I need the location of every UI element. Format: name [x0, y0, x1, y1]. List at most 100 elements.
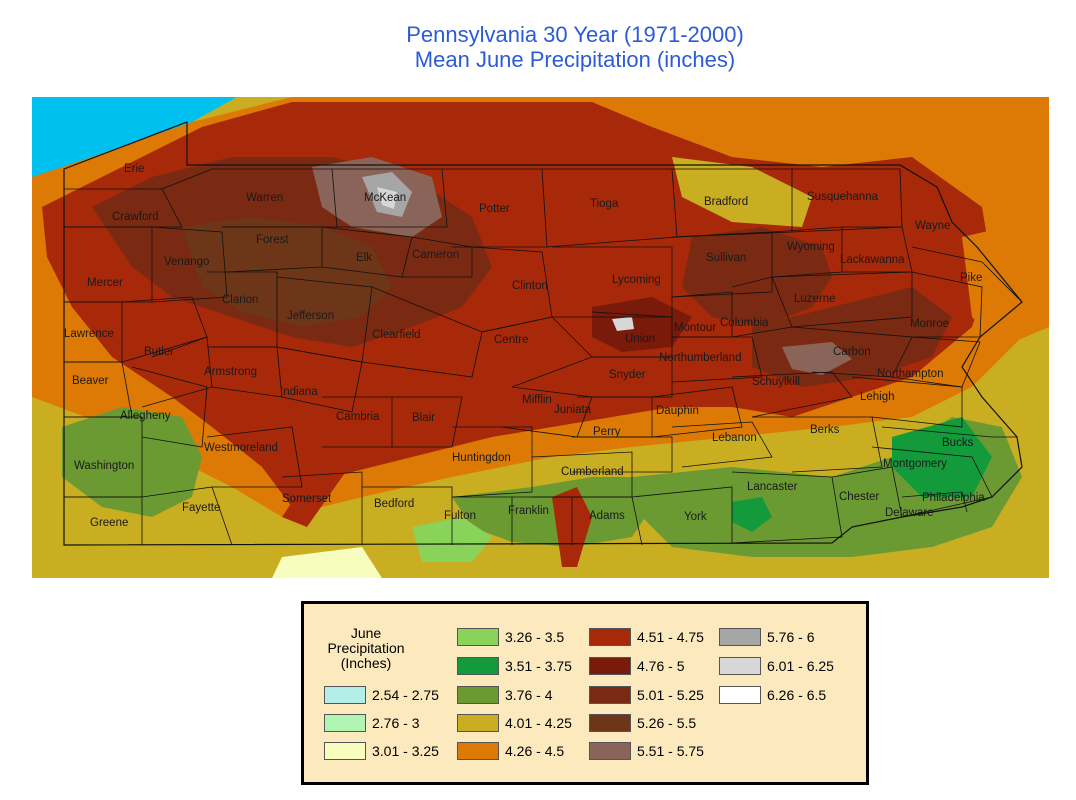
legend-swatch: [457, 628, 499, 646]
map-title: Pennsylvania 30 Year (1971-2000) Mean Ju…: [0, 22, 1076, 72]
county-label: Lancaster: [747, 481, 798, 493]
county-label: Monroe: [910, 318, 949, 330]
county-label: Armstrong: [204, 366, 257, 378]
county-label: Warren: [246, 192, 283, 204]
county-label: Indiana: [280, 386, 318, 398]
county-label: Schuylkill: [752, 376, 800, 388]
county-label: Carbon: [833, 346, 871, 358]
legend-item: 6.01 - 6.25: [719, 656, 834, 676]
county-labels: Erie Crawford Warren McKean Potter Tioga…: [64, 163, 985, 529]
legend-item: 4.01 - 4.25: [457, 713, 572, 733]
legend-label: 2.54 - 2.75: [372, 687, 439, 703]
legend-swatch: [324, 686, 366, 704]
county-label: Union: [625, 333, 655, 345]
county-label: Mifflin: [522, 394, 552, 406]
county-label: Montour: [674, 322, 716, 334]
county-label: Elk: [356, 252, 372, 264]
legend-swatch: [324, 714, 366, 732]
county-label: Delaware: [885, 507, 934, 519]
legend-item: 5.51 - 5.75: [589, 741, 704, 761]
legend-item: 2.76 - 3: [324, 713, 419, 733]
county-label: Centre: [494, 334, 529, 346]
county-label: Blair: [412, 412, 435, 424]
county-label: Susquehanna: [807, 191, 879, 203]
county-boundaries: [64, 168, 1023, 546]
legend-item: 5.26 - 5.5: [589, 713, 696, 733]
county-label: Somerset: [282, 493, 332, 505]
legend-swatch: [589, 742, 631, 760]
legend-item: 3.26 - 3.5: [457, 627, 564, 647]
precipitation-map: Erie Crawford Warren McKean Potter Tioga…: [32, 97, 1049, 578]
county-label: Franklin: [508, 505, 549, 517]
county-label: Clearfield: [372, 329, 421, 341]
legend-title: June Precipitation (Inches): [327, 625, 405, 671]
county-label: Luzerne: [794, 293, 836, 305]
legend-item: 3.01 - 3.25: [324, 741, 439, 761]
county-label: Clinton: [512, 280, 548, 292]
legend-swatch: [719, 628, 761, 646]
legend-label: 3.76 - 4: [505, 687, 553, 703]
legend-item: 3.51 - 3.75: [457, 656, 572, 676]
legend-swatch: [457, 686, 499, 704]
legend-swatch: [457, 742, 499, 760]
county-label: Northumberland: [659, 352, 741, 364]
legend-swatch: [457, 657, 499, 675]
county-label: Venango: [164, 256, 209, 268]
county-label: Lebanon: [712, 432, 757, 444]
county-label: McKean: [364, 192, 406, 204]
legend-item: 4.26 - 4.5: [457, 741, 564, 761]
county-label: Cambria: [336, 411, 380, 423]
lake-erie: [32, 97, 237, 177]
legend-swatch: [589, 628, 631, 646]
county-label: Lackawanna: [840, 254, 905, 266]
county-label: Northampton: [877, 368, 943, 380]
county-label: Fulton: [444, 510, 476, 522]
county-label: Greene: [90, 517, 128, 529]
legend-item: 4.76 - 5: [589, 656, 684, 676]
county-label: Mercer: [87, 277, 123, 289]
county-label: Erie: [124, 163, 144, 175]
county-label: Beaver: [72, 375, 109, 387]
county-label: Bucks: [942, 437, 974, 449]
county-label: Bedford: [374, 498, 414, 510]
county-label: Cumberland: [561, 466, 624, 478]
legend-label: 6.26 - 6.5: [767, 687, 827, 703]
legend-label: 4.26 - 4.5: [505, 743, 565, 759]
county-label: Huntingdon: [452, 452, 511, 464]
legend-label: 5.26 - 5.5: [637, 715, 697, 731]
county-label: Chester: [839, 491, 879, 503]
legend-label: 6.01 - 6.25: [767, 658, 834, 674]
county-label: Juniata: [554, 404, 592, 416]
county-label: Bradford: [704, 196, 748, 208]
county-label: Montgomery: [883, 458, 947, 470]
county-label: Berks: [810, 424, 840, 436]
county-label: Washington: [74, 460, 134, 472]
county-label: Jefferson: [287, 310, 334, 322]
legend-item: 6.26 - 6.5: [719, 685, 826, 705]
legend-swatch: [589, 686, 631, 704]
county-label: Dauphin: [656, 405, 699, 417]
legend-swatch: [324, 742, 366, 760]
county-label: Allegheny: [120, 410, 171, 422]
legend-item: 4.51 - 4.75: [589, 627, 704, 647]
county-label: Wyoming: [787, 241, 835, 253]
legend-label: 5.51 - 5.75: [637, 743, 704, 759]
legend-swatch: [589, 714, 631, 732]
county-label: Columbia: [720, 317, 769, 329]
legend-swatch: [589, 657, 631, 675]
legend-label: 4.01 - 4.25: [505, 715, 572, 731]
county-label: York: [684, 511, 707, 523]
county-label: Perry: [593, 426, 621, 438]
county-label: Lawrence: [64, 328, 114, 340]
county-label: Lycoming: [612, 274, 661, 286]
map-title-line1: Pennsylvania 30 Year (1971-2000): [406, 22, 744, 47]
county-label: Pike: [960, 272, 982, 284]
county-label: Westmoreland: [204, 442, 278, 454]
legend-swatch: [719, 657, 761, 675]
county-label: Lehigh: [860, 391, 895, 403]
legend-label: 5.76 - 6: [767, 629, 815, 645]
legend-swatch: [457, 714, 499, 732]
county-label: Philadelphia: [922, 492, 985, 504]
county-label: Butler: [144, 346, 174, 358]
legend-label: 2.76 - 3: [372, 715, 420, 731]
